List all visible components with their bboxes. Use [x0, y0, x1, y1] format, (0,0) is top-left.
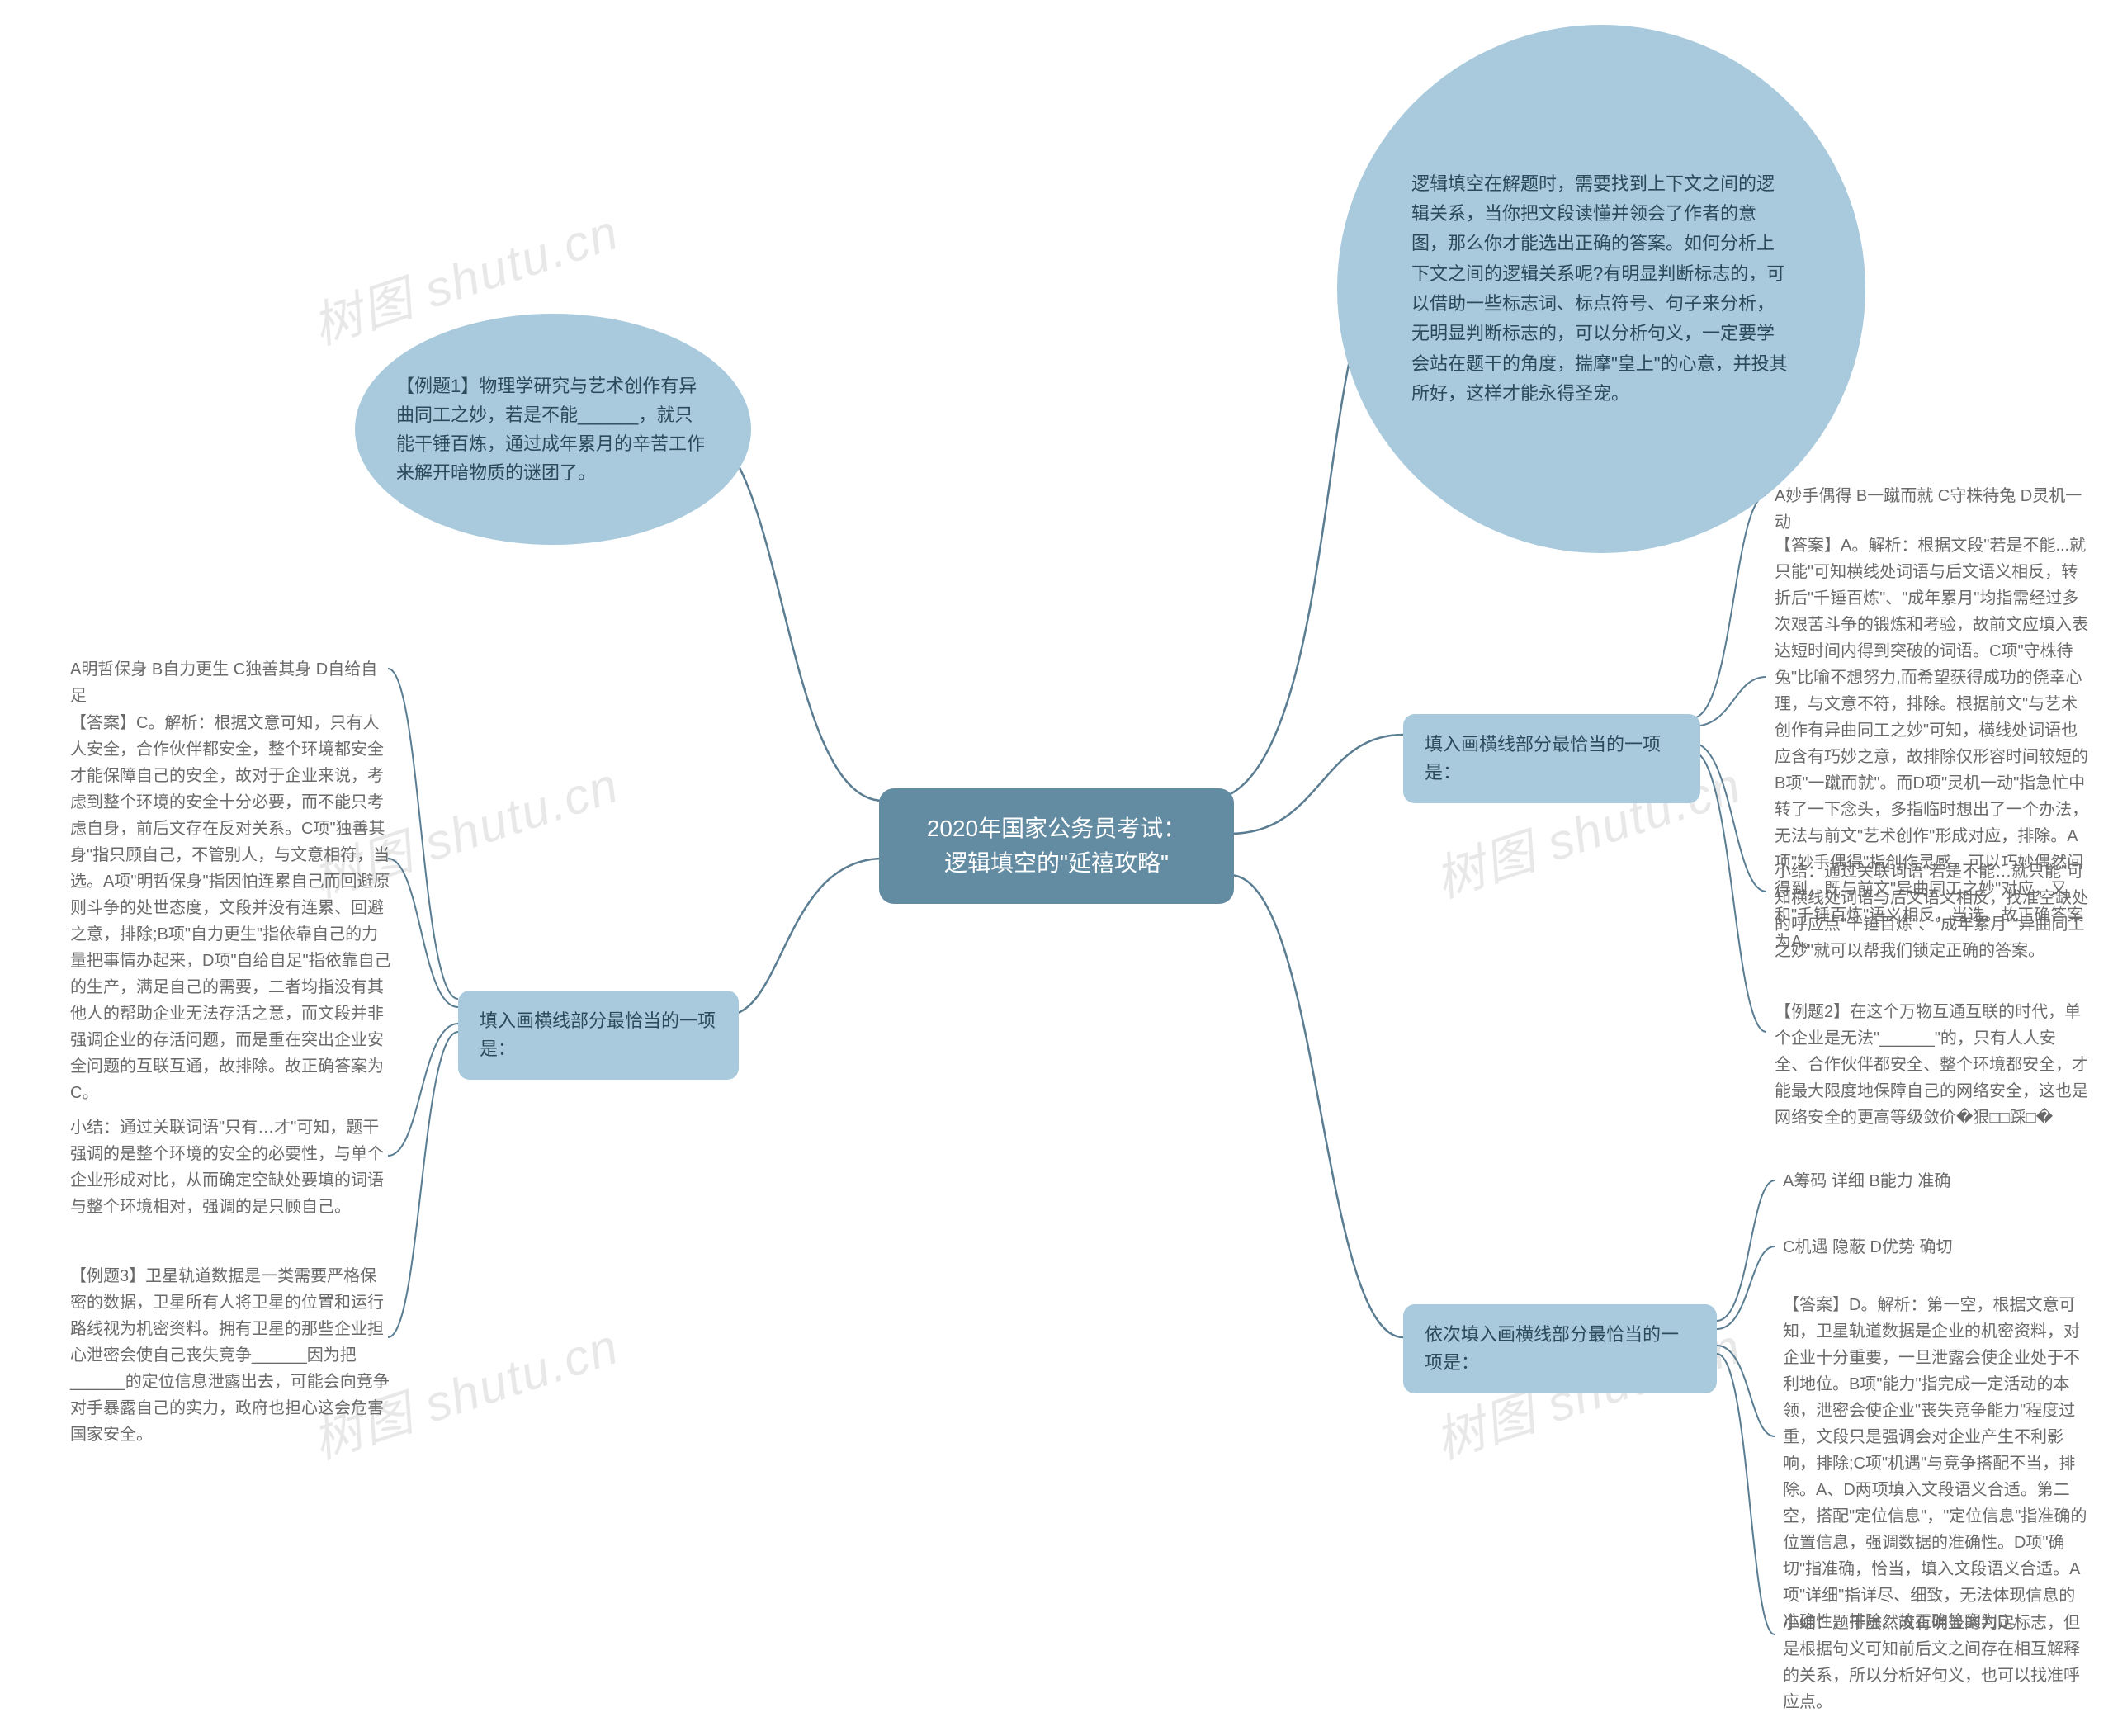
- center-title-1: 2020年国家公务员考试：: [927, 816, 1186, 841]
- center-node: 2020年国家公务员考试： 逻辑填空的"延禧攻略": [879, 788, 1234, 904]
- rb2-leaf-1: C机遇 隐蔽 D优势 确切: [1783, 1234, 2080, 1261]
- rb2-leaf-3: 小结：题干虽然没有明显的判定标志，但是根据句义可知前后文之间存在相互解释的关系，…: [1783, 1610, 2088, 1715]
- rb1-leaf-3: 【例题2】在这个万物互通互联的时代，单个企业是无法"______"的，只有人人安…: [1775, 999, 2088, 1131]
- lb-leaf-2: 小结：通过关联词语"只有…才"可知，题干强调的是整个环境的安全的必要性，与单个企…: [70, 1114, 392, 1220]
- lb-leaf-3: 【例题3】卫星轨道数据是一类需要严格保密的数据，卫星所有人将卫星的位置和运行路线…: [70, 1263, 392, 1448]
- rb1-leaf-0: A妙手偶得 B一蹴而就 C守株待兔 D灵机一动: [1775, 483, 2088, 536]
- example1-bubble: 【例题1】物理学研究与艺术创作有异曲同工之妙，若是不能______，就只能干锤百…: [355, 314, 751, 545]
- rb2-leaf-2: 【答案】D。解析：第一空，根据文意可知，卫星轨道数据是企业的机密资料，对企业十分…: [1783, 1292, 2088, 1635]
- left-branch-label: 填入画横线部分最恰当的一项是：: [480, 1010, 716, 1059]
- center-title-2: 逻辑填空的"延禧攻略": [944, 850, 1169, 876]
- lb-leaf-1: 【答案】C。解析：根据文意可知，只有人人安全，合作伙伴都安全，整个环境都安全才能…: [70, 710, 392, 1106]
- right-branch-2: 依次填入画横线部分最恰当的一项是：: [1403, 1304, 1717, 1393]
- right-branch-1-label: 填入画横线部分最恰当的一项是：: [1425, 734, 1661, 783]
- example1-text: 【例题1】物理学研究与艺术创作有异曲同工之妙，若是不能______，就只能干锤百…: [396, 371, 710, 488]
- intro-bubble: 逻辑填空在解题时，需要找到上下文之间的逻辑关系，当你把文段读懂并领会了作者的意图…: [1337, 25, 1865, 553]
- lb-leaf-0: A明哲保身 B自力更生 C独善其身 D自给自足: [70, 656, 392, 709]
- left-branch: 填入画横线部分最恰当的一项是：: [458, 991, 739, 1080]
- intro-text: 逻辑填空在解题时，需要找到上下文之间的逻辑关系，当你把文段读懂并领会了作者的意图…: [1411, 169, 1791, 409]
- rb1-leaf-2: 小结：通过关联词语"若是不能…就只能"可知横线处词语与后文语义相反，找准空缺处的…: [1775, 859, 2088, 964]
- rb2-leaf-0: A筹码 详细 B能力 准确: [1783, 1168, 2080, 1194]
- right-branch-2-label: 依次填入画横线部分最恰当的一项是：: [1425, 1324, 1679, 1373]
- right-branch-1: 填入画横线部分最恰当的一项是：: [1403, 714, 1700, 803]
